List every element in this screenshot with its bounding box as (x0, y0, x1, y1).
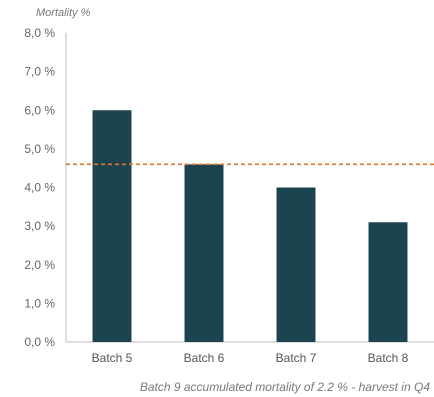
x-category-label: Batch 8 (368, 351, 409, 365)
x-category-label: Batch 7 (276, 351, 317, 365)
bar (92, 110, 132, 342)
y-tick-label: 2,0 % (24, 258, 55, 272)
y-axis-ticks: 0,0 % 1,0 % 2,0 % 3,0 % 4,0 % 5,0 % 6,0 % 7,0 %… (24, 26, 55, 349)
x-axis-categories: Batch 5 Batch 6 Batch 7 Batch 8 (92, 351, 409, 365)
chart-footnote: Batch 9 accumulated mortality of 2.2 % -… (139, 380, 430, 394)
bars (92, 110, 408, 342)
x-category-label: Batch 6 (184, 351, 225, 365)
y-tick-label: 8,0 % (24, 26, 55, 40)
y-tick-label: 1,0 % (24, 296, 55, 310)
x-category-label: Batch 5 (92, 351, 133, 365)
y-tick-label: 4,0 % (24, 181, 55, 195)
bar (368, 222, 408, 342)
y-tick-label: 3,0 % (24, 219, 55, 233)
y-tick-label: 0,0 % (24, 335, 55, 349)
y-axis-title: Mortality % (36, 7, 91, 19)
y-tick-label: 6,0 % (24, 103, 55, 117)
bar (276, 187, 316, 342)
bar (184, 164, 224, 342)
y-tick-label: 5,0 % (24, 142, 55, 156)
y-tick-label: 7,0 % (24, 65, 55, 79)
